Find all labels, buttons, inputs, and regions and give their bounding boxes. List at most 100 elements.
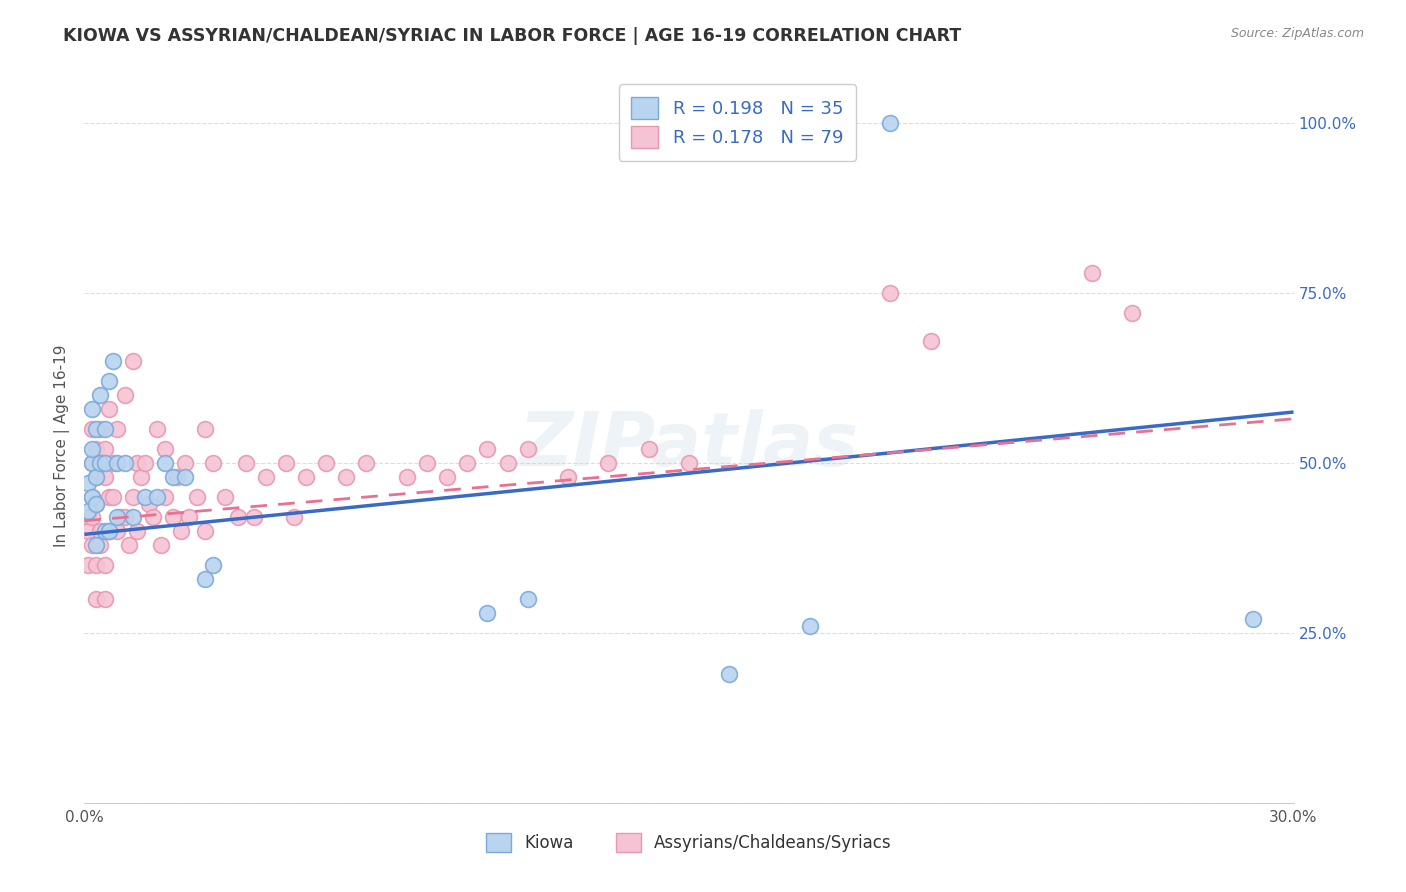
Point (93, 591, 115, 606)
Point (89, 456, 111, 470)
Point (146, 490, 169, 504)
Point (235, 456, 257, 470)
Point (315, 456, 337, 470)
Point (97, 524, 120, 538)
Point (283, 510, 305, 524)
Point (82, 422, 104, 436)
Point (138, 497, 160, 511)
Point (153, 490, 176, 504)
Point (101, 456, 124, 470)
Point (97, 401, 120, 416)
Point (93, 422, 115, 436)
Point (254, 469, 277, 483)
Point (77, 558, 100, 572)
Point (202, 456, 225, 470)
Point (86, 497, 108, 511)
Point (125, 524, 148, 538)
Point (174, 469, 197, 483)
Point (799, 619, 821, 633)
Point (105, 456, 128, 470)
Point (274, 456, 297, 470)
Point (105, 524, 128, 538)
Point (516, 591, 538, 606)
Point (89, 524, 111, 538)
Point (142, 510, 165, 524)
Point (129, 469, 152, 483)
Point (97, 375, 120, 389)
Point (194, 422, 217, 436)
Point (93, 524, 115, 538)
Point (436, 469, 458, 483)
Point (77, 476, 100, 491)
Point (879, 286, 901, 301)
Point (718, 666, 741, 681)
Point (86, 591, 108, 606)
Point (516, 442, 538, 457)
Point (179, 510, 201, 524)
Point (295, 469, 318, 483)
Point (97, 524, 120, 538)
Point (879, 116, 901, 130)
Point (114, 510, 136, 524)
Point (166, 469, 188, 483)
Point (82, 490, 104, 504)
Point (82, 401, 104, 416)
Point (637, 442, 659, 457)
Point (598, 456, 620, 470)
Point (101, 490, 124, 504)
Point (242, 510, 264, 524)
Point (77, 524, 100, 538)
Point (110, 510, 132, 524)
Text: KIOWA VS ASSYRIAN/CHALDEAN/SYRIAC IN LABOR FORCE | AGE 16-19 CORRELATION CHART: KIOWA VS ASSYRIAN/CHALDEAN/SYRIAC IN LAB… (63, 27, 962, 45)
Point (194, 524, 217, 538)
Point (146, 422, 169, 436)
Point (162, 510, 184, 524)
Point (86, 422, 108, 436)
Point (496, 456, 519, 470)
Point (1121, 306, 1143, 320)
Point (93, 558, 115, 572)
Point (93, 469, 115, 483)
Point (86, 558, 108, 572)
Text: Source: ZipAtlas.com: Source: ZipAtlas.com (1230, 27, 1364, 40)
Point (477, 442, 499, 457)
Point (214, 490, 236, 504)
Point (678, 456, 700, 470)
Point (105, 422, 128, 436)
Point (162, 469, 184, 483)
Point (101, 354, 124, 368)
Point (82, 490, 104, 504)
Point (77, 503, 100, 517)
Point (920, 334, 942, 348)
Point (134, 456, 156, 470)
Legend: Kiowa, Assyrians/Chaldeans/Syriacs: Kiowa, Assyrians/Chaldeans/Syriacs (479, 827, 898, 859)
Point (202, 558, 225, 572)
Point (125, 456, 148, 470)
Y-axis label: In Labor Force | Age 16-19: In Labor Force | Age 16-19 (55, 344, 70, 548)
Point (477, 606, 499, 620)
Point (89, 456, 111, 470)
Point (82, 442, 104, 457)
Point (226, 510, 249, 524)
Point (356, 456, 378, 470)
Point (416, 456, 439, 470)
Point (121, 490, 143, 504)
Point (335, 469, 357, 483)
Point (105, 510, 128, 524)
Point (89, 388, 111, 402)
Point (118, 537, 141, 551)
Point (114, 456, 136, 470)
Point (86, 537, 108, 551)
Point (114, 388, 136, 402)
Point (456, 456, 478, 470)
Point (1241, 612, 1264, 626)
Point (1081, 266, 1104, 280)
Point (395, 469, 418, 483)
Point (93, 456, 115, 470)
Point (93, 442, 115, 457)
Point (77, 510, 100, 524)
Point (557, 469, 579, 483)
Point (86, 442, 108, 457)
Point (134, 490, 156, 504)
Point (153, 456, 176, 470)
